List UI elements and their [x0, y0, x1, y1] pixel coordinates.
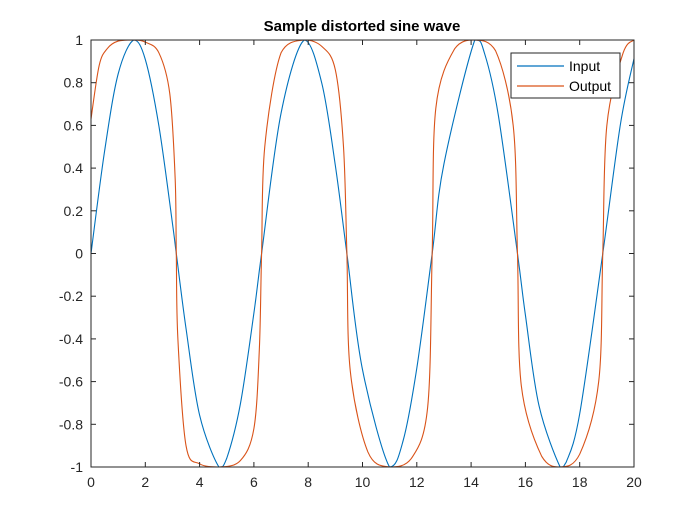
x-axis-ticks: 0 2 4 6 8 10 12 14 16 18 20 [87, 40, 642, 490]
y-tick-label: 0.8 [64, 75, 84, 91]
x-tick-label: 8 [304, 474, 312, 490]
series-layer [90, 39, 635, 468]
series-line-output [90, 39, 635, 468]
legend: Input Output [510, 52, 621, 99]
x-tick-label: 14 [463, 474, 479, 490]
y-tick-label: -0.6 [59, 374, 83, 390]
plot-area [91, 40, 634, 467]
x-tick-label: 2 [141, 474, 149, 490]
chart-title: Sample distorted sine wave [264, 18, 461, 35]
y-tick-label: 0.2 [64, 203, 84, 219]
x-tick-label: 4 [196, 474, 204, 490]
y-tick-label: -0.2 [59, 288, 83, 304]
legend-label-input: Input [569, 58, 600, 74]
y-tick-label: 1 [75, 32, 83, 48]
y-tick-label: -0.4 [59, 331, 83, 347]
legend-box [510, 52, 621, 99]
x-tick-label: 16 [518, 474, 534, 490]
y-tick-label: -1 [71, 459, 84, 475]
x-tick-label: 18 [572, 474, 588, 490]
x-tick-label: 12 [409, 474, 425, 490]
x-tick-label: 10 [355, 474, 371, 490]
y-tick-label: 0 [75, 246, 83, 262]
y-axis-ticks: -1 -0.8 -0.6 -0.4 -0.2 0 0.2 0.4 0.6 0.8 1 [59, 32, 634, 475]
x-tick-label: 20 [626, 474, 642, 490]
x-tick-label: 0 [87, 474, 95, 490]
legend-label-output: Output [569, 78, 611, 94]
plot-frame [90, 39, 635, 468]
y-tick-label: -0.8 [59, 416, 83, 432]
x-tick-label: 6 [250, 474, 258, 490]
y-tick-label: 0.4 [64, 160, 84, 176]
y-tick-label: 0.6 [64, 117, 84, 133]
